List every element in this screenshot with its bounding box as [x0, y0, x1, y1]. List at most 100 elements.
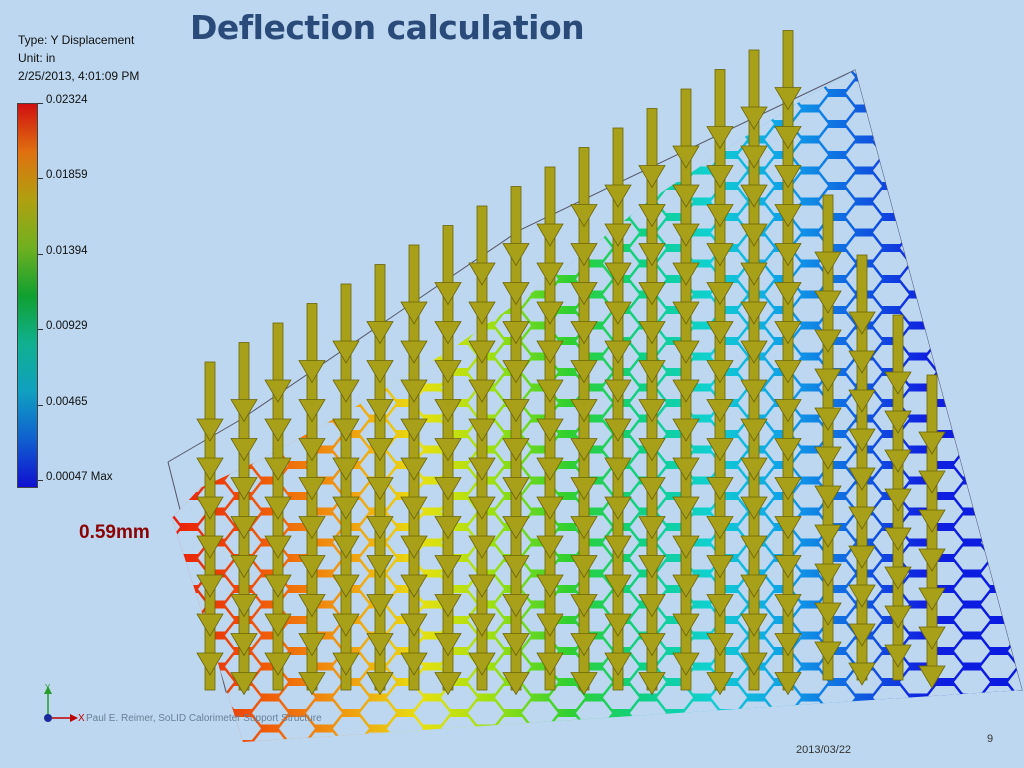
load-arrow-head: [434, 399, 462, 423]
load-arrow-head: [468, 418, 496, 442]
load-arrow-head: [814, 563, 842, 587]
load-arrow-head: [536, 613, 564, 637]
load-arrow-head: [570, 672, 598, 696]
load-arrow-head: [774, 594, 802, 618]
load-arrow-head: [848, 350, 876, 374]
load-arrow-head: [400, 301, 428, 325]
load-arrow-head: [264, 457, 292, 481]
load-arrow-head: [434, 321, 462, 345]
load-arrow-shaft: [612, 127, 624, 691]
load-arrow-head: [706, 204, 734, 228]
load-arrow-head: [638, 243, 666, 267]
load-arrow-head: [740, 223, 768, 247]
load-arrow-head: [848, 584, 876, 608]
load-arrow-head: [400, 496, 428, 520]
load-arrow-head: [298, 633, 326, 657]
load-arrow-head: [570, 321, 598, 345]
load-arrow-head: [848, 311, 876, 335]
load-arrow-head: [774, 126, 802, 150]
load-arrow-head: [884, 371, 912, 395]
load-arrow-head: [706, 672, 734, 696]
load-arrow-head: [264, 613, 292, 637]
load-arrow-head: [918, 509, 946, 533]
load-arrow-head: [570, 516, 598, 540]
load-arrow-head: [468, 613, 496, 637]
load-arrow-head: [814, 329, 842, 353]
load-arrow-head: [298, 516, 326, 540]
load-arrow-head: [366, 477, 394, 501]
load-arrow-head: [638, 555, 666, 579]
load-arrow-head: [884, 410, 912, 434]
load-arrow-head: [774, 204, 802, 228]
load-arrow-head: [264, 535, 292, 559]
load-arrow-head: [672, 184, 700, 208]
load-arrow-head: [196, 652, 224, 676]
load-arrow-head: [502, 672, 530, 696]
triad-x-label: X: [78, 713, 85, 724]
load-arrow-shaft: [204, 361, 216, 691]
load-arrow-head: [706, 555, 734, 579]
load-arrow-head: [570, 204, 598, 228]
load-arrow-head: [604, 301, 632, 325]
scale-tick-label: 0.01394: [46, 244, 88, 257]
load-arrow-head: [848, 662, 876, 686]
load-arrow-head: [918, 431, 946, 455]
load-arrow-head: [366, 672, 394, 696]
scale-tick: [38, 480, 43, 481]
load-arrow-head: [774, 633, 802, 657]
load-arrow-head: [230, 477, 258, 501]
load-arrow-head: [848, 623, 876, 647]
load-arrow-head: [814, 290, 842, 314]
load-arrow-head: [774, 87, 802, 111]
load-arrow-head: [468, 379, 496, 403]
load-arrow-head: [706, 243, 734, 267]
load-arrow-head: [570, 633, 598, 657]
load-arrow-head: [502, 321, 530, 345]
load-arrow-head: [814, 641, 842, 665]
load-arrow-head: [332, 574, 360, 598]
load-arrow-head: [774, 243, 802, 267]
load-arrow-head: [502, 516, 530, 540]
load-arrow-head: [638, 633, 666, 657]
load-arrow-head: [672, 262, 700, 286]
load-arrow-head: [400, 535, 428, 559]
load-arrow-head: [230, 633, 258, 657]
load-arrow-head: [638, 165, 666, 189]
load-arrow-head: [672, 301, 700, 325]
load-arrow-head: [468, 496, 496, 520]
load-arrow-head: [264, 574, 292, 598]
load-arrow-head: [536, 652, 564, 676]
load-arrow-head: [230, 672, 258, 696]
color-scale-bar: [17, 103, 38, 488]
load-arrow-head: [706, 282, 734, 306]
load-arrow-head: [672, 652, 700, 676]
load-arrow-head: [536, 457, 564, 481]
load-arrow-head: [570, 399, 598, 423]
load-arrow-head: [706, 438, 734, 462]
load-arrow-head: [196, 535, 224, 559]
load-arrow-head: [502, 399, 530, 423]
load-arrow-head: [570, 594, 598, 618]
deflection-annotation: 0.59mm: [79, 522, 150, 543]
load-arrow-head: [638, 672, 666, 696]
load-arrow-head: [604, 574, 632, 598]
load-arrow-head: [434, 555, 462, 579]
load-arrow-head: [638, 594, 666, 618]
load-arrow-head: [332, 457, 360, 481]
scale-tick-label: 0.00047 Max: [46, 471, 113, 483]
load-arrow-head: [848, 506, 876, 530]
load-arrow-head: [502, 360, 530, 384]
load-arrow-head: [672, 574, 700, 598]
load-arrow-head: [332, 613, 360, 637]
load-arrow-head: [298, 594, 326, 618]
load-arrow-head: [884, 527, 912, 551]
load-arrow-head: [638, 360, 666, 384]
load-arrow-head: [570, 438, 598, 462]
slide-title: Deflection calculation: [190, 8, 585, 47]
load-arrow-head: [332, 652, 360, 676]
load-arrow-head: [400, 457, 428, 481]
load-arrow-head: [298, 555, 326, 579]
load-arrow-head: [366, 594, 394, 618]
load-arrow-head: [536, 262, 564, 286]
load-arrow-head: [706, 633, 734, 657]
